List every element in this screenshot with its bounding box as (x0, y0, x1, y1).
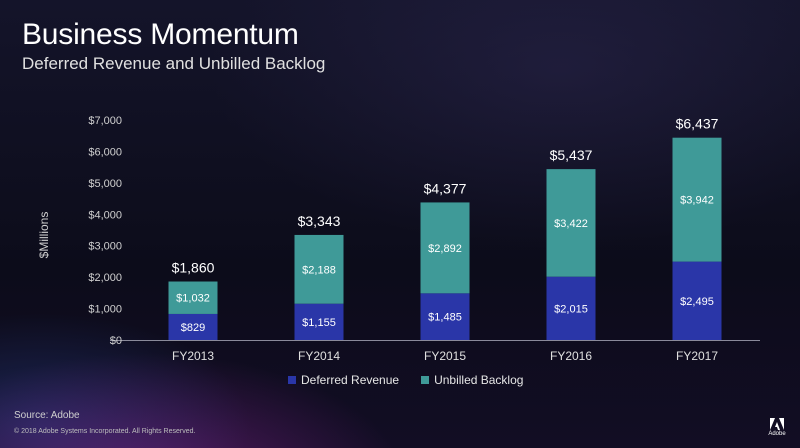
legend-item-unbilled-backlog: Unbilled Backlog (421, 373, 523, 387)
legend-swatch-deferred-revenue (288, 376, 296, 384)
bar-segment-unbilled-backlog (546, 169, 596, 277)
legend-swatch-unbilled-backlog (421, 376, 430, 384)
y-tick-label: $7,000 (88, 115, 122, 127)
bar-total-label: $6,437 (676, 116, 719, 132)
bar-segment-deferred-revenue (546, 276, 596, 340)
bar-value-label: $2,495 (680, 296, 714, 308)
bar-value-label: $2,892 (428, 243, 462, 255)
bar-value-label: $3,942 (680, 195, 714, 207)
y-tick-label: $4,000 (88, 209, 122, 221)
legend-label-unbilled-backlog: Unbilled Backlog (434, 373, 524, 387)
legend-item-deferred-revenue: Deferred Revenue (288, 373, 399, 387)
bar-value-label: $2,015 (554, 303, 588, 315)
bar-segment-unbilled-backlog (294, 234, 344, 304)
chart-legend: Deferred Revenue Unbilled Backlog (288, 373, 523, 387)
x-tick-label: FY2014 (298, 349, 340, 363)
y-tick-label: $2,000 (88, 272, 122, 284)
bar-value-label: $1,485 (428, 312, 462, 324)
x-tick-label: FY2017 (676, 349, 718, 363)
bar-segment-deferred-revenue (420, 293, 470, 340)
source-note: Source: Adobe (14, 410, 80, 421)
bar-value-label: $3,422 (554, 218, 588, 230)
stacked-bar-chart: $0 $1,000 $2,000 $3,000 $4,000 $5,000 $6,000 $7… (88, 115, 760, 363)
adobe-logo: Adobe (766, 418, 788, 444)
bar-value-label: $1,032 (176, 293, 210, 305)
y-tick-label: $6,000 (88, 146, 122, 158)
y-tick-label: $1,000 (88, 304, 122, 316)
legend-label-deferred-revenue: Deferred Revenue (301, 373, 400, 387)
bar-segment-unbilled-backlog (672, 137, 722, 262)
bar-segment-unbilled-backlog (420, 202, 470, 294)
adobe-logo-icon (770, 418, 784, 430)
x-tick-label: FY2013 (172, 349, 214, 363)
bar-total-label: $1,860 (172, 260, 215, 276)
y-tick-label: $5,000 (88, 178, 122, 190)
bar-segment-deferred-revenue (672, 261, 722, 340)
copyright-note: © 2018 Adobe Systems Incorporated. All R… (14, 428, 196, 435)
x-tick-label: FY2016 (550, 349, 592, 363)
page-subtitle: Deferred Revenue and Unbilled Backlog (22, 54, 326, 73)
page-title: Business Momentum (22, 18, 299, 51)
bar-segment-unbilled-backlog (168, 281, 218, 314)
x-tick-label: FY2015 (424, 349, 466, 363)
bar-segment-deferred-revenue (294, 303, 344, 340)
y-tick-label: $0 (110, 335, 122, 347)
y-tick-label: $3,000 (88, 241, 122, 253)
adobe-logo-text: Adobe (768, 431, 786, 437)
bar-total-label: $5,437 (550, 147, 593, 163)
bar-value-label: $1,155 (302, 317, 336, 329)
bar-total-label: $3,343 (298, 213, 341, 229)
bar-value-label: $829 (181, 322, 205, 334)
bar-value-label: $2,188 (302, 264, 336, 276)
bar-segment-deferred-revenue (168, 313, 218, 340)
bar-total-label: $4,377 (424, 180, 467, 196)
